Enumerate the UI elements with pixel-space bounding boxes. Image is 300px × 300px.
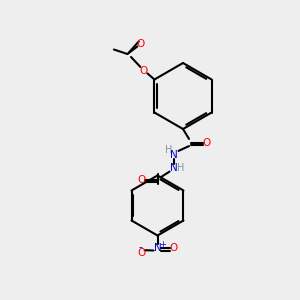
Text: N: N [154,243,161,253]
Text: +: + [160,240,166,249]
Text: O: O [140,65,148,76]
Text: N: N [170,149,178,160]
Text: O: O [137,248,145,258]
Text: O: O [137,38,145,49]
Text: N: N [170,163,178,173]
Text: H: H [177,163,184,173]
Text: -: - [138,242,142,252]
Text: O: O [170,243,178,253]
Text: O: O [203,137,211,148]
Text: H: H [165,145,172,155]
Text: O: O [137,175,145,185]
